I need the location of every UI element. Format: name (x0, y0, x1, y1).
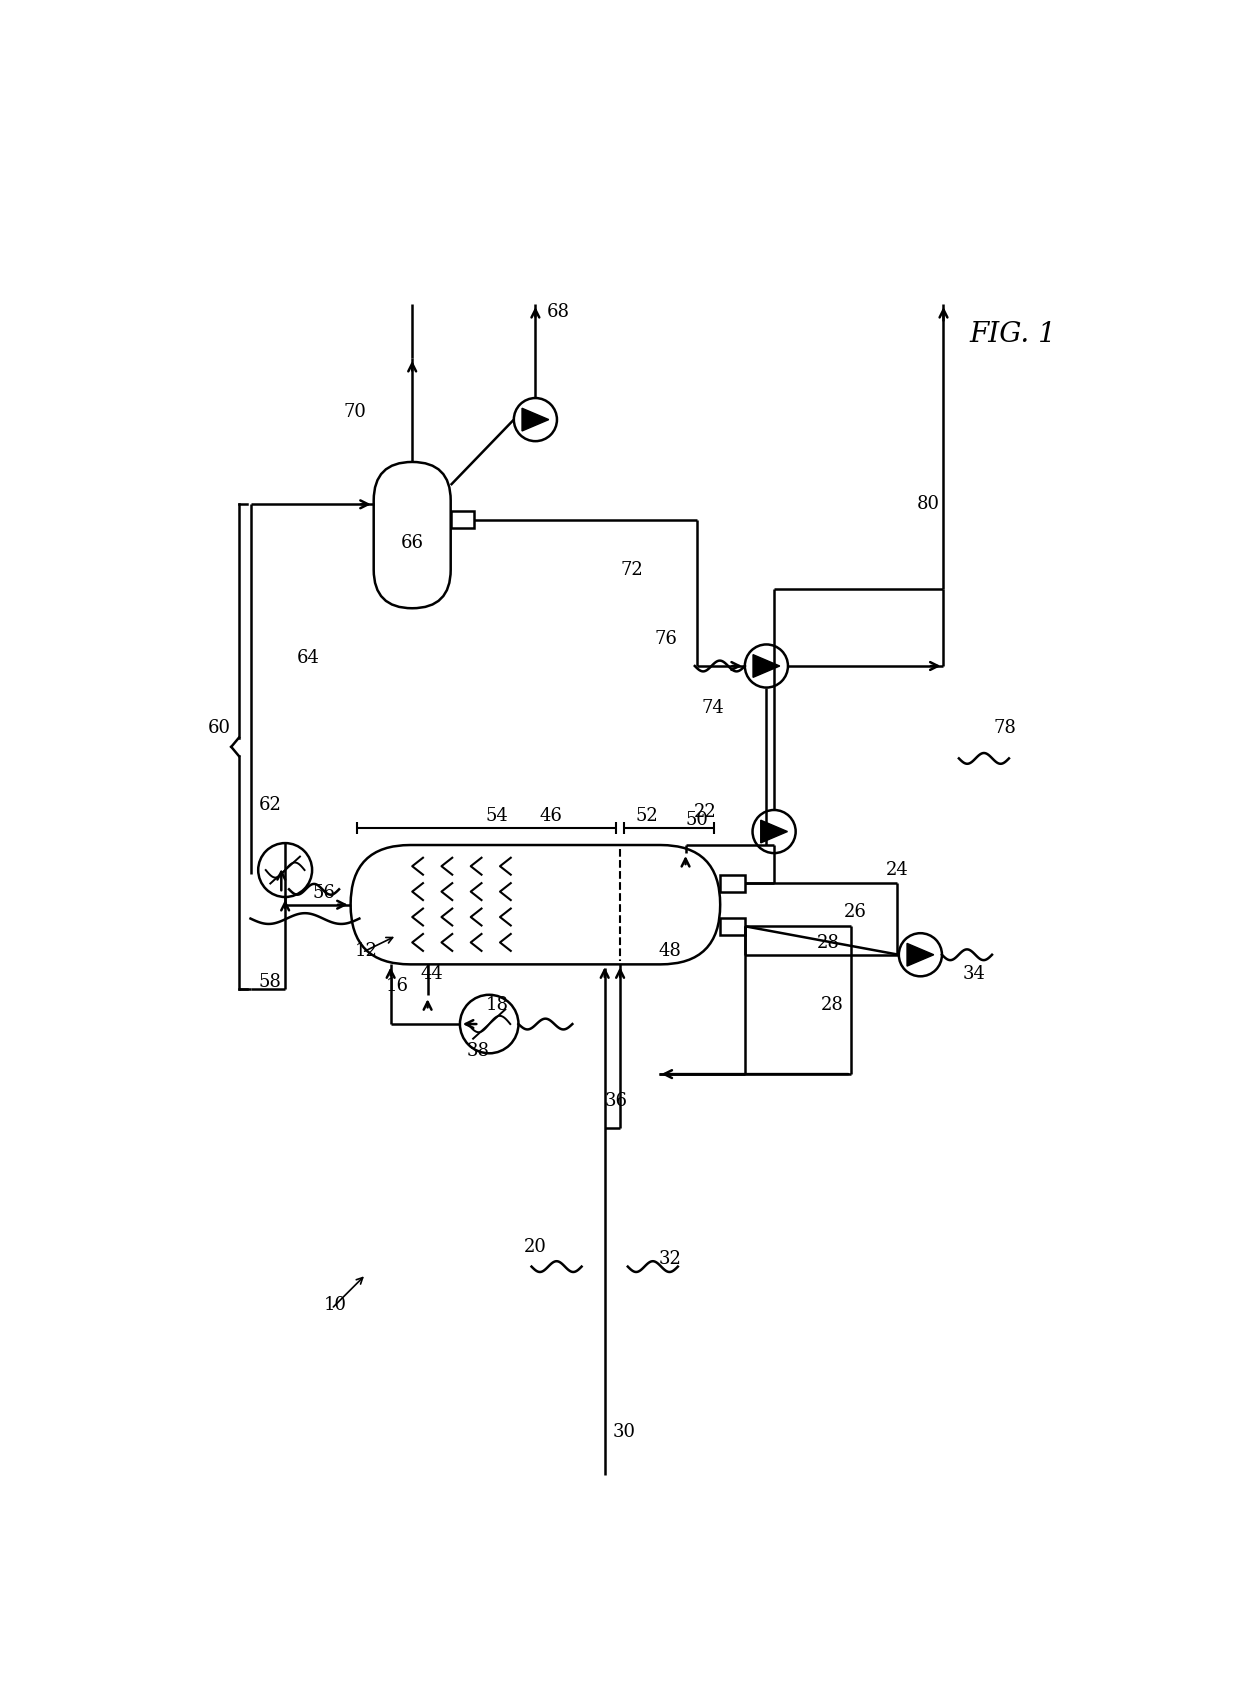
Text: 50: 50 (686, 811, 708, 830)
Text: 54: 54 (486, 808, 508, 824)
Text: 52: 52 (636, 808, 658, 824)
Text: 30: 30 (613, 1423, 635, 1442)
Polygon shape (522, 408, 549, 432)
Text: 46: 46 (539, 808, 562, 824)
Text: 44: 44 (420, 966, 443, 983)
Text: 70: 70 (343, 403, 366, 422)
Text: 48: 48 (658, 942, 682, 960)
Text: 28: 28 (821, 996, 843, 1013)
Text: 68: 68 (547, 303, 570, 321)
Text: 32: 32 (658, 1250, 682, 1268)
Text: 28: 28 (817, 935, 839, 952)
Text: 24: 24 (885, 862, 909, 879)
Text: 66: 66 (401, 534, 424, 552)
Polygon shape (760, 819, 787, 843)
Text: 58: 58 (258, 972, 281, 991)
Polygon shape (753, 654, 780, 677)
Text: 56: 56 (312, 884, 335, 903)
Bar (720, 876, 745, 891)
Text: 38: 38 (466, 1042, 489, 1061)
Text: FIG. 1: FIG. 1 (970, 321, 1056, 348)
Text: 72: 72 (620, 561, 644, 578)
Text: 20: 20 (525, 1238, 547, 1256)
Text: 18: 18 (485, 996, 508, 1013)
Polygon shape (906, 944, 934, 966)
Text: 10: 10 (324, 1295, 347, 1314)
Text: 80: 80 (916, 495, 940, 513)
Text: 78: 78 (993, 719, 1017, 736)
Text: 60: 60 (208, 719, 231, 736)
Text: 64: 64 (296, 649, 320, 668)
Text: 34: 34 (963, 966, 986, 983)
Text: 22: 22 (693, 804, 717, 821)
Text: 76: 76 (655, 631, 678, 648)
Bar (450, 512, 474, 529)
Text: 36: 36 (605, 1091, 627, 1110)
Text: 12: 12 (355, 942, 377, 960)
Text: 74: 74 (701, 699, 724, 717)
Text: 26: 26 (843, 903, 867, 921)
Text: 16: 16 (386, 976, 408, 994)
Bar (720, 918, 745, 935)
Text: 62: 62 (258, 796, 281, 814)
